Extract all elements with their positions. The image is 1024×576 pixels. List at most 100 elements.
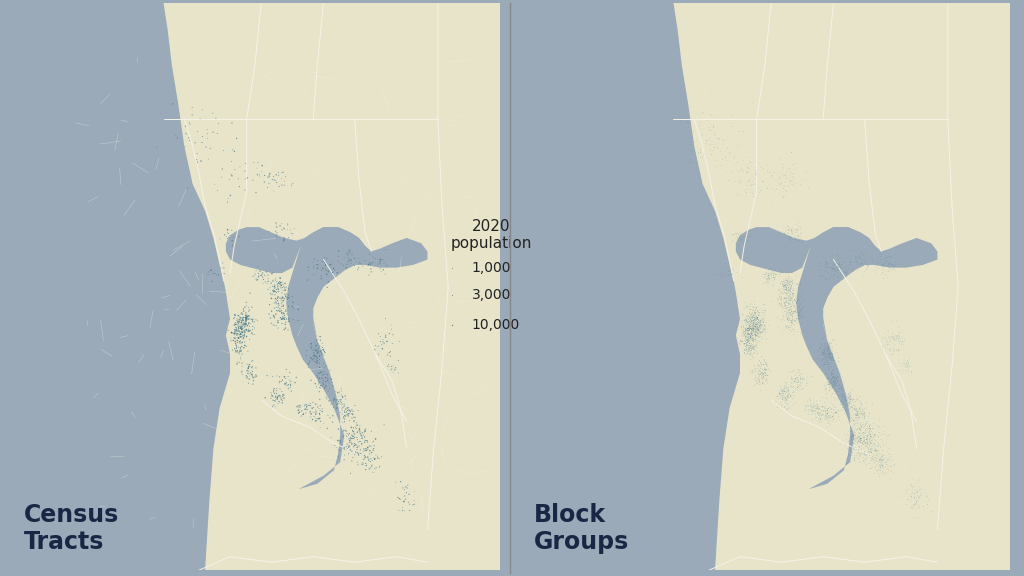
Point <box>897 366 913 375</box>
Point <box>741 341 758 350</box>
Point <box>741 336 758 345</box>
Point <box>268 229 285 238</box>
Point <box>273 295 290 305</box>
Point <box>674 116 690 126</box>
Point <box>281 314 297 324</box>
Point <box>829 357 846 366</box>
Point <box>318 270 335 279</box>
Point <box>779 278 796 287</box>
Point <box>731 233 748 242</box>
Point <box>743 344 760 354</box>
Point <box>777 170 794 179</box>
Point <box>775 387 792 396</box>
Point <box>788 288 805 297</box>
Point <box>332 397 348 406</box>
Point <box>269 279 286 289</box>
Point <box>897 362 913 372</box>
Point <box>741 339 758 348</box>
Point <box>882 450 898 459</box>
Point <box>784 297 801 306</box>
Point <box>721 266 737 275</box>
Point <box>741 324 758 334</box>
Point <box>243 362 259 372</box>
Point <box>840 444 856 453</box>
Point <box>752 366 768 376</box>
Point <box>365 437 381 446</box>
Point <box>819 350 836 359</box>
Point <box>742 320 759 329</box>
Point <box>230 334 247 343</box>
Point <box>885 350 901 359</box>
Point <box>904 488 921 498</box>
Point <box>705 137 721 146</box>
Point <box>825 380 842 389</box>
Point <box>732 340 749 350</box>
Point <box>781 233 798 242</box>
Point <box>755 370 771 379</box>
Point <box>234 314 251 324</box>
Point <box>849 409 865 418</box>
Point <box>741 345 758 354</box>
Point <box>845 413 861 422</box>
Point <box>766 273 782 282</box>
Point <box>278 172 294 181</box>
Point <box>343 438 359 447</box>
Point <box>777 393 794 403</box>
Point <box>760 269 776 278</box>
Point <box>782 310 799 319</box>
Point <box>177 122 194 131</box>
Point <box>816 339 833 348</box>
Point <box>785 173 802 182</box>
Point <box>737 328 754 337</box>
Point <box>234 309 251 319</box>
Point <box>276 224 293 233</box>
Point <box>742 328 759 338</box>
Point <box>829 375 846 384</box>
Point <box>790 365 806 374</box>
Point <box>742 322 759 331</box>
Point <box>828 381 845 391</box>
Point <box>799 168 815 177</box>
Point <box>872 442 889 452</box>
Point <box>735 329 752 338</box>
Point <box>786 289 803 298</box>
Point <box>283 380 299 389</box>
Point <box>833 269 849 278</box>
Point <box>874 266 891 275</box>
Point <box>312 347 329 356</box>
Point <box>228 340 245 350</box>
Point <box>855 260 871 269</box>
Point <box>308 407 325 416</box>
Point <box>443 290 460 300</box>
Point <box>787 293 804 302</box>
Point <box>782 316 799 325</box>
Point <box>864 446 881 456</box>
Point <box>804 410 820 419</box>
Point <box>784 309 801 319</box>
Point <box>224 241 241 250</box>
Point <box>738 326 755 335</box>
Point <box>313 347 330 357</box>
Point <box>309 344 326 354</box>
Point <box>805 407 821 416</box>
Point <box>745 310 762 320</box>
Point <box>778 310 795 319</box>
Point <box>232 324 249 333</box>
Point <box>306 344 323 354</box>
Point <box>740 335 757 344</box>
Point <box>732 229 749 238</box>
Point <box>848 391 864 400</box>
Point <box>820 356 837 365</box>
Point <box>741 321 758 331</box>
Point <box>781 305 798 314</box>
Point <box>823 270 840 279</box>
Point <box>224 172 241 181</box>
Point <box>773 385 790 395</box>
Point <box>400 498 417 507</box>
Point <box>231 338 248 347</box>
Point <box>858 399 874 408</box>
Point <box>203 266 219 275</box>
Point <box>783 284 800 293</box>
Point <box>729 233 745 242</box>
Point <box>866 469 883 478</box>
